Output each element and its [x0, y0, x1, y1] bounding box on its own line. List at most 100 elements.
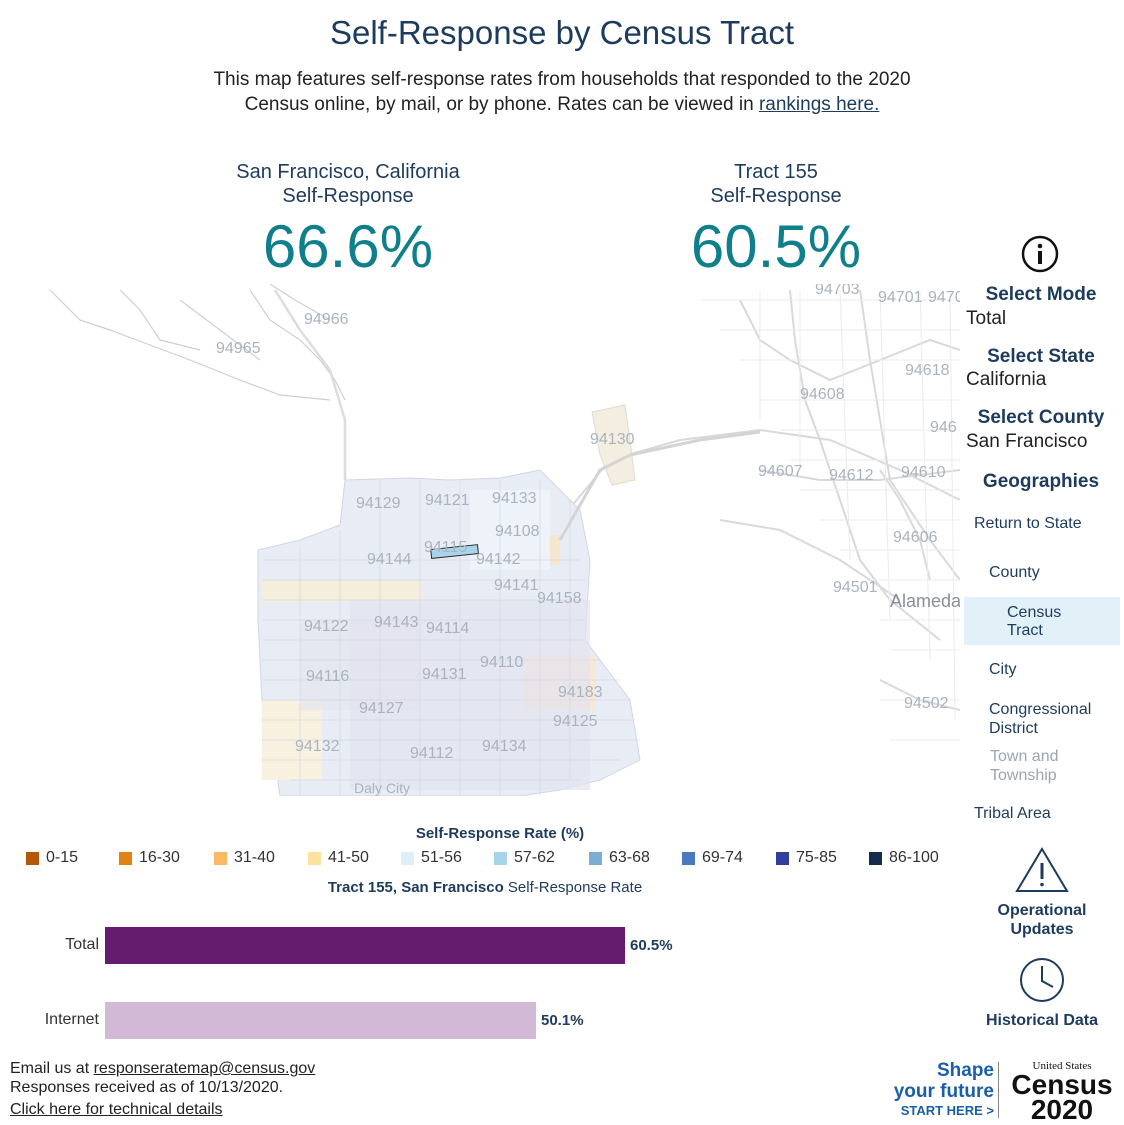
tract-stat-value: 60.5% [690, 213, 862, 280]
brand-future: your future [893, 1081, 994, 1102]
legend-item-41-50[interactable]: 41-50 [308, 849, 369, 867]
selected-tract-155[interactable] [430, 544, 479, 560]
legend-item-63-68[interactable]: 63-68 [589, 849, 650, 867]
technical-details: Click here for technical details [10, 1101, 223, 1119]
historical-data-button[interactable]: Historical Data [985, 1012, 1099, 1029]
bar-total[interactable] [105, 927, 625, 964]
treasure-island [591, 404, 636, 486]
legend-label: 75-85 [796, 849, 837, 866]
bar-category-total: Total [65, 936, 99, 953]
select-mode-label: Select Mode [985, 284, 1097, 305]
map-label-946: 946 [930, 419, 957, 436]
map-label-94127: 94127 [359, 700, 404, 717]
map-label-94965: 94965 [216, 340, 261, 357]
email-line: Email us at responseratemap@census.gov [10, 1060, 315, 1078]
brand-census: Census [1011, 1069, 1113, 1100]
legend-item-31-40[interactable]: 31-40 [214, 849, 275, 867]
map-label-94108: 94108 [495, 523, 540, 540]
legend-item-0-15[interactable]: 0-15 [26, 849, 78, 867]
tract-stat: Tract 155 Self-Response 60.5% [626, 160, 926, 282]
info-icon[interactable] [1020, 234, 1060, 274]
map-label-94143: 94143 [374, 614, 419, 631]
geo-return-to-state[interactable]: Return to State [974, 515, 1082, 532]
bar-value-internet: 50.1% [541, 1012, 584, 1029]
legend-item-51-56[interactable]: 51-56 [401, 849, 462, 867]
map-label-94131: 94131 [422, 666, 467, 683]
geo-county[interactable]: County [989, 564, 1040, 581]
legend-label: 41-50 [328, 849, 369, 866]
map-label-94115: 94115 [424, 539, 467, 556]
select-mode-value[interactable]: Total [966, 308, 1007, 329]
map-label-94618: 94618 [905, 362, 950, 379]
intro-line-1: This map features self-response rates fr… [213, 69, 911, 90]
select-county-label: Select County [977, 407, 1105, 428]
bay-bridge [558, 430, 761, 541]
legend-item-86-100[interactable]: 86-100 [869, 849, 939, 867]
legend-swatch [119, 851, 132, 865]
census-tract-map[interactable]: 94965 94966 94129 94121 94133 94108 94130 94115… [0, 284, 960, 796]
legend-label: 69-74 [702, 849, 743, 866]
map-label-9470: 9470 [928, 289, 960, 306]
legend-swatch [214, 851, 227, 865]
geo-city[interactable]: City [989, 661, 1017, 678]
map-label-94114: 94114 [426, 620, 469, 637]
geo-selected-highlight [964, 597, 1120, 645]
legend-swatch [308, 851, 321, 865]
map-label-94502: 94502 [904, 695, 949, 712]
map-label-94701: 94701 [878, 289, 923, 306]
legend-swatch [776, 851, 789, 865]
legend-item-75-85[interactable]: 75-85 [776, 849, 837, 867]
map-label-94129: 94129 [356, 495, 401, 512]
geo-census-tract[interactable]: Census Tract [1007, 604, 1062, 639]
operational-updates-button[interactable]: Operational Updates [997, 902, 1087, 938]
geo-tribal-area[interactable]: Tribal Area [974, 805, 1051, 822]
legend-swatch [682, 851, 695, 865]
brand-us: United States [1032, 1060, 1092, 1072]
legend-item-69-74[interactable]: 69-74 [682, 849, 743, 867]
legend-swatch [589, 851, 602, 865]
email-link[interactable]: responseratemap@census.gov [93, 1060, 316, 1077]
legend-label: 31-40 [234, 849, 275, 866]
map-labels: 94965 94966 94129 94121 94133 94108 94130 94115… [216, 284, 960, 796]
geo-town-and-township: Town and Township [990, 748, 1059, 784]
bar-internet[interactable] [105, 1002, 536, 1039]
select-state-value[interactable]: California [966, 369, 1047, 390]
legend-item-57-62[interactable]: 57-62 [494, 849, 555, 867]
technical-details-link[interactable]: Click here for technical details [10, 1101, 223, 1118]
rankings-link[interactable]: rankings here. [758, 94, 880, 115]
sf-street-grid [262, 480, 640, 796]
shape-your-future-logo[interactable]: Shape your future START HERE > [880, 1060, 994, 1120]
map-label-94608: 94608 [800, 386, 845, 403]
map-label-94144: 94144 [367, 551, 412, 568]
map-label-94110: 94110 [480, 654, 523, 671]
geo-congressional-district[interactable]: Congressional District [989, 701, 1092, 737]
map-label-94112: 94112 [410, 745, 453, 762]
legend-title: Self-Response Rate (%) [415, 825, 585, 842]
legend-label: 16-30 [139, 849, 180, 866]
county-stat-caption: Self-Response [282, 185, 414, 207]
legend-swatch [869, 851, 882, 865]
county-stat: San Francisco, California Self-Response … [198, 160, 498, 282]
legend-label: 51-56 [421, 849, 462, 866]
map-label-94134: 94134 [482, 738, 527, 755]
legend-swatch [26, 851, 39, 865]
map-label-94125: 94125 [553, 713, 598, 730]
legend-label: 86-100 [889, 849, 939, 866]
map-label-94610: 94610 [901, 464, 946, 481]
tract-stat-name: Tract 155 [734, 161, 818, 183]
legend-item-16-30[interactable]: 16-30 [119, 849, 180, 867]
warning-icon[interactable] [1014, 846, 1070, 894]
map-label-94116: 94116 [306, 668, 349, 685]
geographies-label: Geographies [982, 471, 1100, 492]
map-label-94141: 94141 [494, 577, 539, 594]
tract-stat-caption: Self-Response [710, 185, 842, 207]
email-prefix: Email us at [10, 1060, 90, 1077]
map-label-94130: 94130 [590, 431, 635, 448]
map-label-alameda: Alameda [890, 591, 960, 611]
page-title: Self-Response by Census Tract [329, 14, 795, 51]
county-stat-name: San Francisco, California [236, 161, 460, 183]
county-stat-value: 66.6% [262, 213, 434, 280]
select-county-value[interactable]: San Francisco [966, 431, 1088, 452]
map-label-94183: 94183 [558, 684, 603, 701]
clock-icon[interactable] [1018, 956, 1066, 1004]
